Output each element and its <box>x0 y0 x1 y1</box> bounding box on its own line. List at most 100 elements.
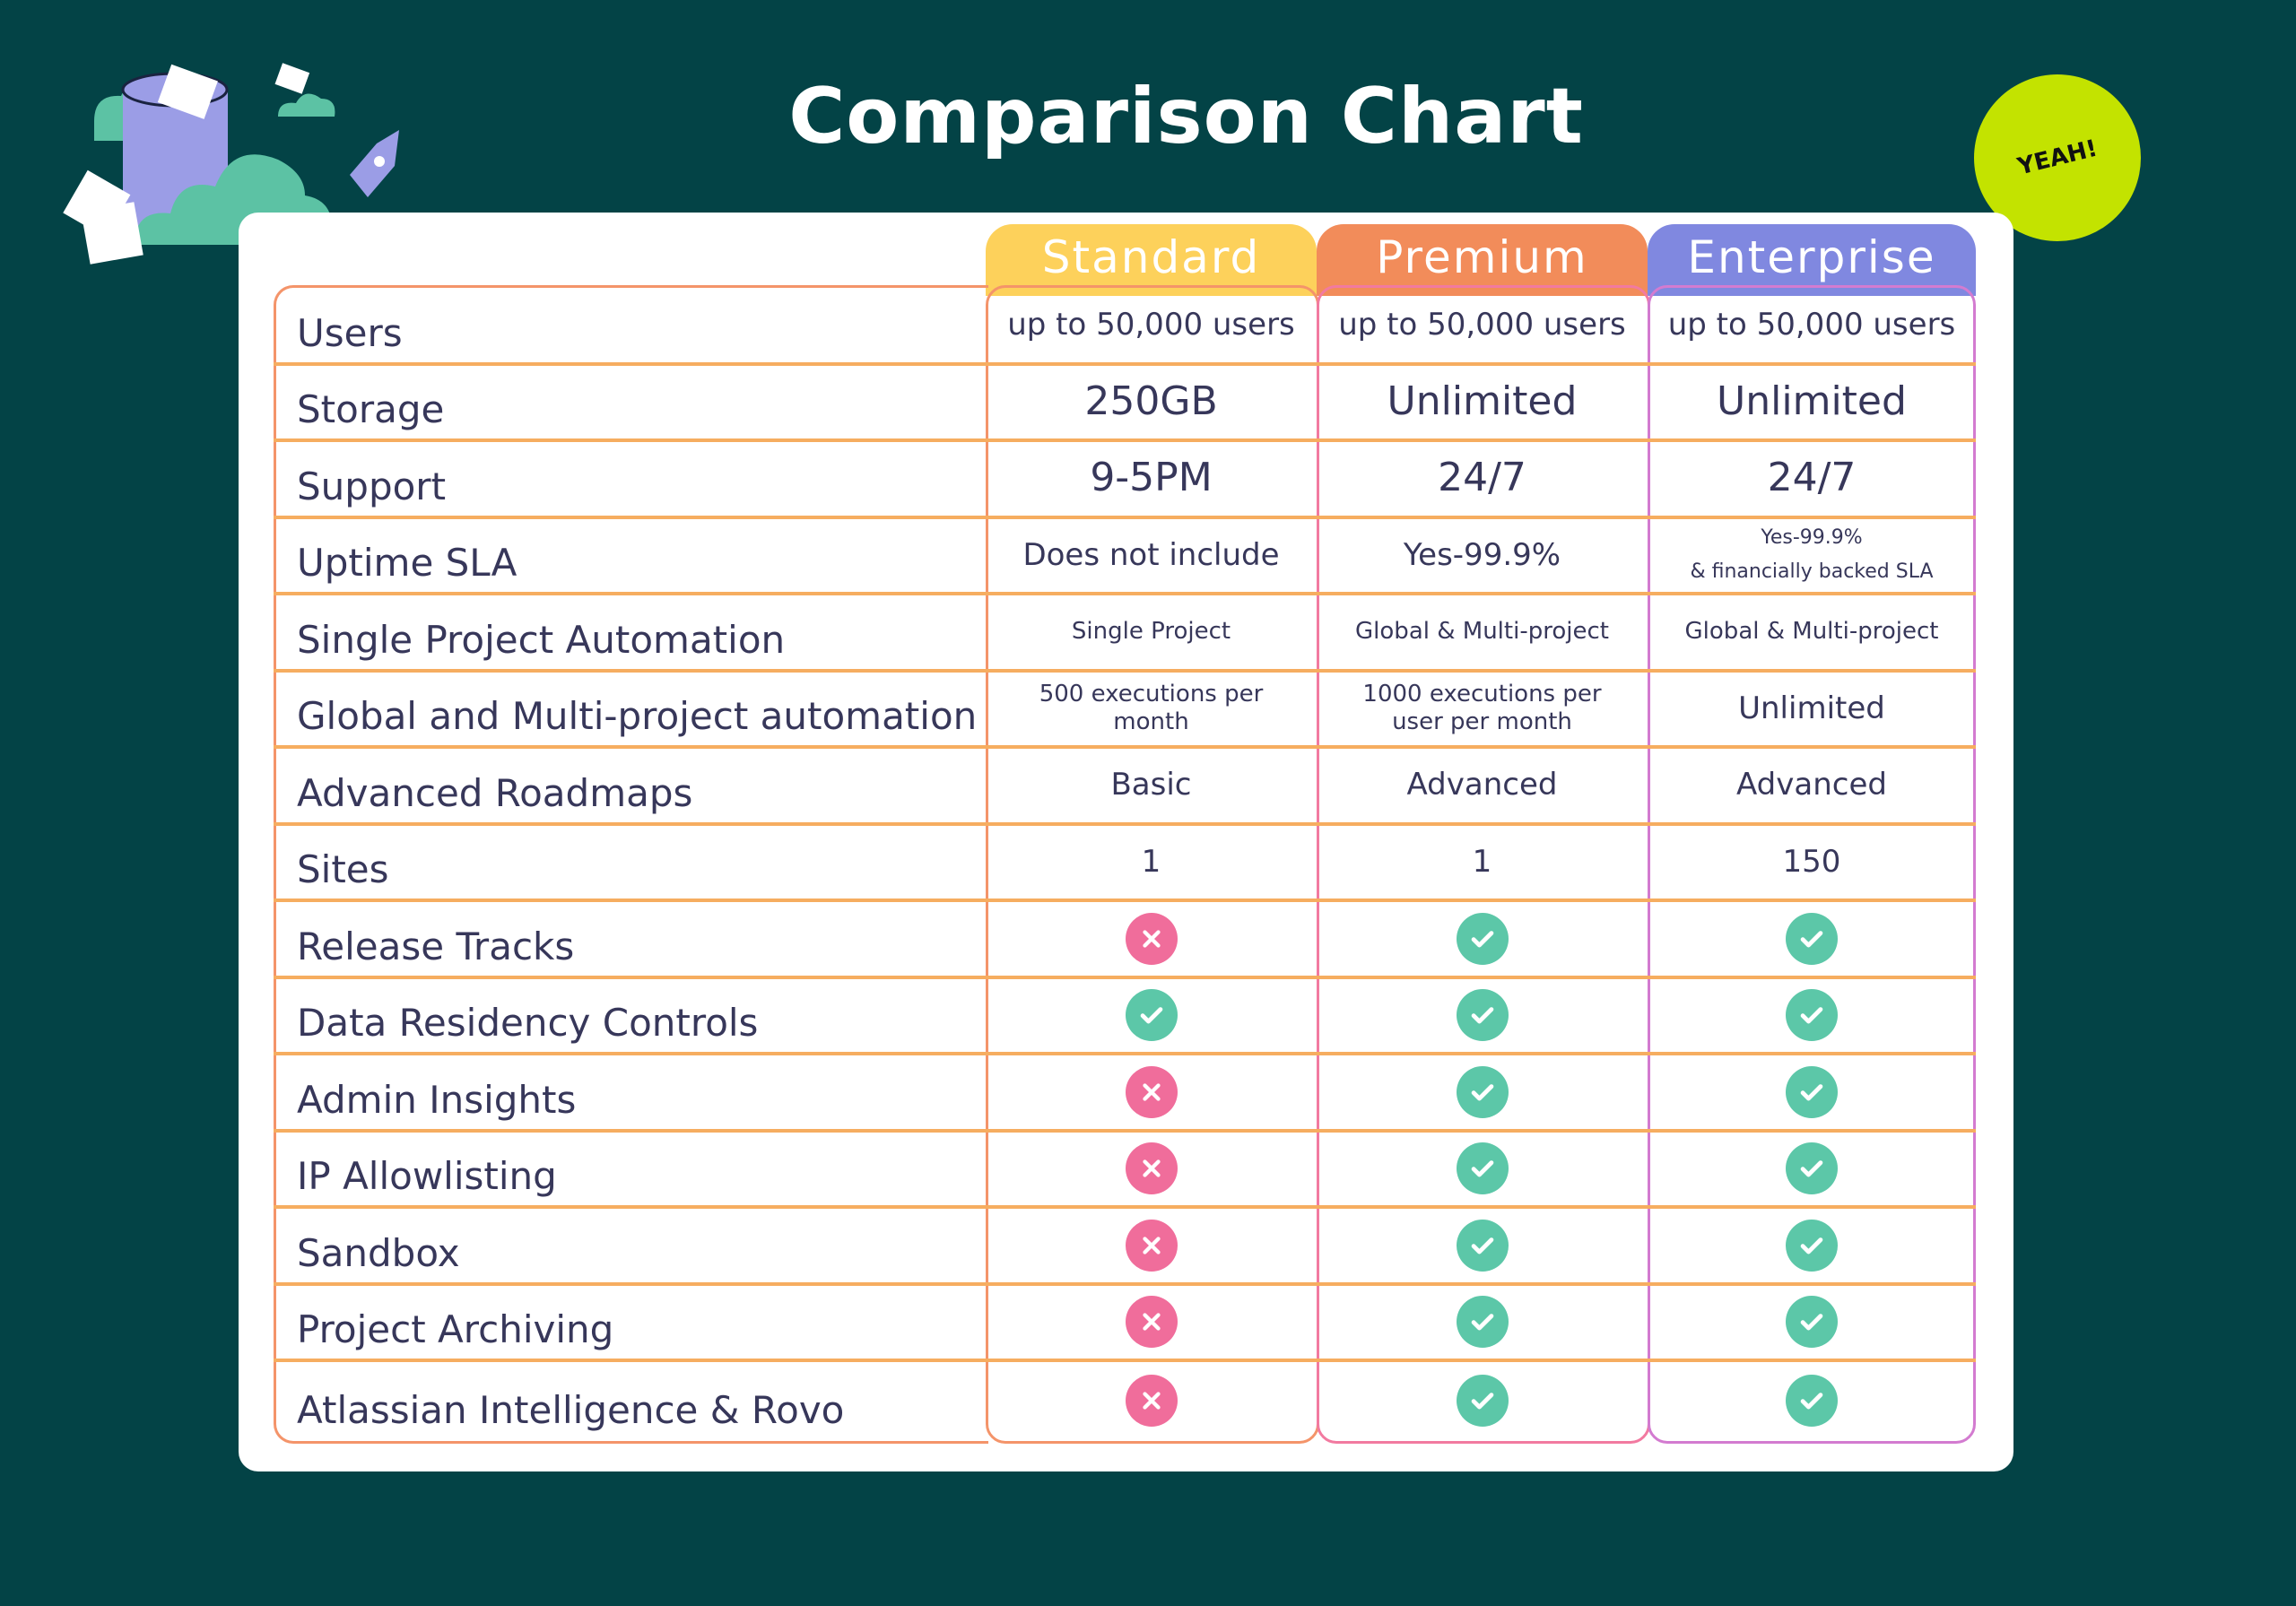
feature-label: Storage <box>297 387 445 431</box>
cell-premium <box>1317 979 1648 1053</box>
feature-label: Uptime SLA <box>297 541 517 585</box>
table-row: Atlassian Intelligence & Rovo <box>274 1362 1976 1439</box>
cell-value: Yes-99.9% <box>1761 525 1863 549</box>
cell-enterprise <box>1648 902 1976 976</box>
feature-label: Data Residency Controls <box>297 1001 759 1045</box>
cell-premium <box>1317 1362 1648 1439</box>
table-row: Sites 1 1 150 <box>274 826 1976 902</box>
table-row: Admin Insights <box>274 1055 1976 1133</box>
check-circle-icon <box>1786 1142 1838 1195</box>
cell-standard: 9-5PM <box>1090 455 1213 501</box>
cell-premium <box>1317 1055 1648 1129</box>
cell-enterprise: Unlimited <box>1738 690 1885 726</box>
cell-standard <box>986 1362 1317 1439</box>
cell-enterprise <box>1648 1055 1976 1129</box>
header-standard: Standard <box>986 224 1317 296</box>
cell-enterprise: Advanced <box>1736 767 1887 803</box>
feature-label: Project Archiving <box>297 1307 614 1351</box>
table-row: Advanced Roadmaps Basic Advanced Advanced <box>274 749 1976 826</box>
cell-enterprise <box>1648 1362 1976 1439</box>
cell-premium: Unlimited <box>1387 378 1578 424</box>
feature-label: Atlassian Intelligence & Rovo <box>297 1387 845 1432</box>
cell-premium: 1000 executions per user per month <box>1362 681 1602 736</box>
cell-premium: Yes-99.9% <box>1403 536 1561 573</box>
check-circle-icon <box>1456 1374 1509 1427</box>
cell-standard: 250GB <box>1084 378 1218 424</box>
cell-standard: 500 executions per month <box>1039 681 1264 736</box>
enterprise-column-border <box>1648 285 1976 1444</box>
cell-standard: Basic <box>1110 767 1192 803</box>
cell-standard <box>986 1055 1317 1129</box>
check-circle-icon <box>1786 989 1838 1042</box>
check-circle-icon <box>1456 1219 1509 1272</box>
cell-enterprise: 24/7 <box>1767 455 1857 501</box>
feature-label: Support <box>297 464 447 508</box>
cell-standard <box>986 979 1317 1053</box>
cross-circle-icon <box>1125 1219 1178 1272</box>
check-circle-icon <box>1786 1065 1838 1118</box>
feature-label: Users <box>297 310 403 355</box>
cell-enterprise <box>1648 1209 1976 1282</box>
feature-label: IP Allowlisting <box>297 1154 557 1198</box>
cross-circle-icon <box>1125 1065 1178 1118</box>
cell-standard <box>986 1286 1317 1359</box>
cell-standard <box>986 902 1317 976</box>
cell-standard: Does not include <box>1022 536 1280 573</box>
cross-circle-icon <box>1125 1374 1178 1427</box>
table-row: Support 9-5PM 24/7 24/7 <box>274 442 1976 519</box>
cell-premium <box>1317 1286 1648 1359</box>
cell-premium: 24/7 <box>1438 455 1526 501</box>
table-row: Uptime SLA Does not include Yes-99.9% Yes-9… <box>274 519 1976 595</box>
cell-premium: up to 50,000 users <box>1338 307 1626 343</box>
cell-enterprise <box>1648 1133 1976 1206</box>
comparison-table: Users up to 50,000 users up to 50,000 user… <box>274 289 1976 1439</box>
feature-label: Admin Insights <box>297 1077 577 1122</box>
table-row: Single Project Automation Single Project G… <box>274 595 1976 673</box>
cell-standard: Single Project <box>1071 618 1231 646</box>
cell-enterprise: up to 50,000 users <box>1667 307 1956 343</box>
header-premium: Premium <box>1317 224 1648 296</box>
cell-standard: up to 50,000 users <box>1007 307 1295 343</box>
feature-column-border <box>274 285 988 1444</box>
feature-label: Single Project Automation <box>297 617 786 662</box>
cell-standard <box>986 1133 1317 1206</box>
cell-enterprise <box>1648 1286 1976 1359</box>
table-row: Release Tracks <box>274 902 1976 979</box>
cell-premium <box>1317 1209 1648 1282</box>
cell-premium <box>1317 1133 1648 1206</box>
feature-label: Sites <box>297 847 389 891</box>
table-row: Sandbox <box>274 1209 1976 1286</box>
table-row: IP Allowlisting <box>274 1133 1976 1209</box>
header-enterprise: Enterprise <box>1648 224 1976 296</box>
cell-enterprise: 150 <box>1782 843 1841 880</box>
cell-standard <box>986 1209 1317 1282</box>
cell-premium <box>1317 902 1648 976</box>
check-circle-icon <box>1456 1142 1509 1195</box>
cell-enterprise: Unlimited <box>1717 378 1907 424</box>
cell-enterprise: Global & Multi-project <box>1684 618 1939 646</box>
cell-premium: Advanced <box>1406 767 1558 803</box>
feature-label: Global and Multi-project automation <box>297 694 978 738</box>
cell-enterprise: Yes-99.9% & financially backed SLA <box>1648 519 1976 593</box>
check-circle-icon <box>1456 1296 1509 1349</box>
table-row: Users up to 50,000 users up to 50,000 user… <box>274 289 1976 366</box>
cell-note: & financially backed SLA <box>1690 560 1934 584</box>
feature-label: Release Tracks <box>297 924 575 968</box>
table-row: Global and Multi-project automation 500 e… <box>274 673 1976 749</box>
check-circle-icon <box>1456 1065 1509 1118</box>
check-circle-icon <box>1786 912 1838 965</box>
check-circle-icon <box>1456 989 1509 1042</box>
feature-label: Advanced Roadmaps <box>297 770 693 815</box>
cell-premium: 1 <box>1472 843 1492 880</box>
cross-circle-icon <box>1125 912 1178 965</box>
table-row: Storage 250GB Unlimited Unlimited <box>274 366 1976 442</box>
check-circle-icon <box>1786 1219 1838 1272</box>
cell-standard: 1 <box>1141 843 1161 880</box>
cell-enterprise <box>1648 979 1976 1053</box>
comparison-card <box>239 213 2013 1471</box>
feature-label: Sandbox <box>297 1230 460 1275</box>
check-circle-icon <box>1786 1296 1838 1349</box>
cell-premium: Global & Multi-project <box>1355 618 1609 646</box>
check-circle-icon <box>1456 912 1509 965</box>
cross-circle-icon <box>1125 1296 1178 1349</box>
